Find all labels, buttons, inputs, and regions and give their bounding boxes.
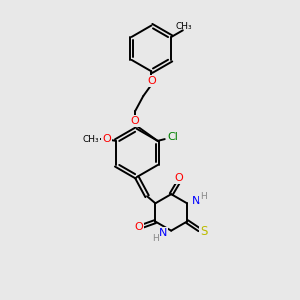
Text: N: N [192,196,200,206]
Text: S: S [200,225,207,238]
Text: Cl: Cl [167,132,178,142]
Text: H: H [152,233,159,242]
Text: H: H [200,192,207,201]
Text: O: O [102,134,111,144]
Text: O: O [175,173,184,183]
Text: CH₃: CH₃ [176,22,193,31]
Text: O: O [147,76,156,86]
Text: O: O [134,222,143,233]
Text: O: O [130,116,140,126]
Text: CH₃: CH₃ [83,135,99,144]
Text: N: N [159,228,167,238]
